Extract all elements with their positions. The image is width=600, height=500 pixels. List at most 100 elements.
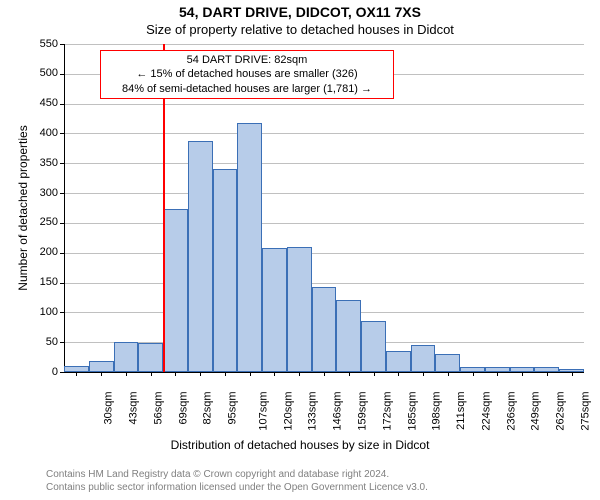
gridline	[64, 133, 584, 134]
x-tick	[349, 372, 350, 376]
y-tick	[60, 223, 64, 224]
x-tick-label: 159sqm	[358, 391, 369, 430]
gridline	[64, 283, 584, 284]
x-tick-label: 198sqm	[432, 391, 443, 430]
x-tick-label: 43sqm	[129, 391, 140, 424]
histogram-bar	[163, 209, 188, 372]
y-tick	[60, 372, 64, 373]
x-tick-label: 146sqm	[333, 391, 344, 430]
x-tick-label: 69sqm	[178, 391, 189, 424]
y-tick-label: 300	[28, 188, 58, 199]
histogram-bar	[89, 361, 114, 372]
x-tick	[101, 372, 102, 376]
x-tick	[225, 372, 226, 376]
gridline	[64, 253, 584, 254]
histogram-bar	[386, 351, 411, 372]
histogram-bar	[188, 141, 213, 372]
x-tick	[522, 372, 523, 376]
y-tick-label: 350	[28, 158, 58, 169]
x-tick	[572, 372, 573, 376]
x-tick-label: 275sqm	[580, 391, 591, 430]
y-tick	[60, 342, 64, 343]
attribution-line-2: Contains public sector information licen…	[46, 482, 428, 493]
histogram-bar	[64, 366, 89, 372]
histogram-bar	[361, 321, 386, 372]
gridline	[64, 44, 584, 45]
x-tick-label: 120sqm	[283, 391, 294, 430]
x-tick	[250, 372, 251, 376]
y-tick	[60, 283, 64, 284]
x-tick-label: 236sqm	[506, 391, 517, 430]
callout-line-1: 54 DART DRIVE: 82sqm	[103, 53, 391, 67]
y-axis	[64, 44, 65, 372]
histogram-bar	[237, 123, 262, 372]
histogram-bar	[336, 300, 361, 372]
y-tick	[60, 44, 64, 45]
y-tick-label: 150	[28, 277, 58, 288]
x-tick-label: 262sqm	[556, 391, 567, 430]
x-tick-label: 107sqm	[259, 391, 270, 430]
histogram-bar	[411, 345, 436, 372]
gridline	[64, 104, 584, 105]
y-tick	[60, 312, 64, 313]
x-tick	[175, 372, 176, 376]
x-tick	[126, 372, 127, 376]
x-tick	[200, 372, 201, 376]
x-axis-label: Distribution of detached houses by size …	[0, 438, 600, 452]
y-tick-label: 0	[28, 367, 58, 378]
callout-line-3: 84% of semi-detached houses are larger (…	[103, 82, 391, 96]
x-tick	[324, 372, 325, 376]
histogram-bar	[262, 248, 287, 372]
histogram-bar	[114, 342, 139, 372]
x-tick-label: 172sqm	[382, 391, 393, 430]
y-tick-label: 550	[28, 39, 58, 50]
callout-box: 54 DART DRIVE: 82sqm ← 15% of detached h…	[100, 50, 394, 99]
histogram-bar	[460, 367, 485, 372]
x-tick	[76, 372, 77, 376]
y-tick-label: 500	[28, 68, 58, 79]
x-tick-label: 133sqm	[308, 391, 319, 430]
y-tick	[60, 193, 64, 194]
callout-line-2: ← 15% of detached houses are smaller (32…	[103, 67, 391, 81]
y-tick-label: 250	[28, 217, 58, 228]
x-tick	[473, 372, 474, 376]
x-tick-label: 95sqm	[228, 391, 239, 424]
y-tick-label: 100	[28, 307, 58, 318]
histogram-bar	[534, 367, 559, 372]
attribution-line-1: Contains HM Land Registry data © Crown c…	[46, 469, 389, 480]
gridline	[64, 163, 584, 164]
x-tick-label: 211sqm	[456, 391, 467, 429]
page-subtitle: Size of property relative to detached ho…	[0, 22, 600, 37]
histogram-bar	[485, 367, 510, 372]
x-tick-label: 82sqm	[203, 391, 214, 424]
y-tick	[60, 133, 64, 134]
histogram-bar	[213, 169, 238, 372]
x-tick	[547, 372, 548, 376]
x-tick	[448, 372, 449, 376]
x-tick-label: 30sqm	[104, 391, 115, 424]
attribution: Contains HM Land Registry data © Crown c…	[46, 468, 428, 494]
x-tick-label: 185sqm	[407, 391, 418, 430]
x-tick	[497, 372, 498, 376]
histogram-bar	[312, 287, 337, 372]
histogram-bar	[287, 247, 312, 372]
y-tick	[60, 104, 64, 105]
gridline	[64, 223, 584, 224]
gridline	[64, 193, 584, 194]
x-tick-label: 249sqm	[531, 391, 542, 430]
histogram-bar	[435, 354, 460, 372]
page-title: 54, DART DRIVE, DIDCOT, OX11 7XS	[0, 4, 600, 20]
y-tick	[60, 74, 64, 75]
histogram-bar	[559, 369, 584, 372]
y-axis-label: Number of detached properties	[16, 44, 30, 372]
y-tick-label: 200	[28, 247, 58, 258]
x-tick	[398, 372, 399, 376]
y-tick	[60, 163, 64, 164]
x-tick	[151, 372, 152, 376]
y-tick-label: 450	[28, 98, 58, 109]
x-tick	[274, 372, 275, 376]
x-tick	[299, 372, 300, 376]
y-tick-label: 50	[28, 337, 58, 348]
y-tick-label: 400	[28, 128, 58, 139]
x-tick-label: 224sqm	[481, 391, 492, 430]
